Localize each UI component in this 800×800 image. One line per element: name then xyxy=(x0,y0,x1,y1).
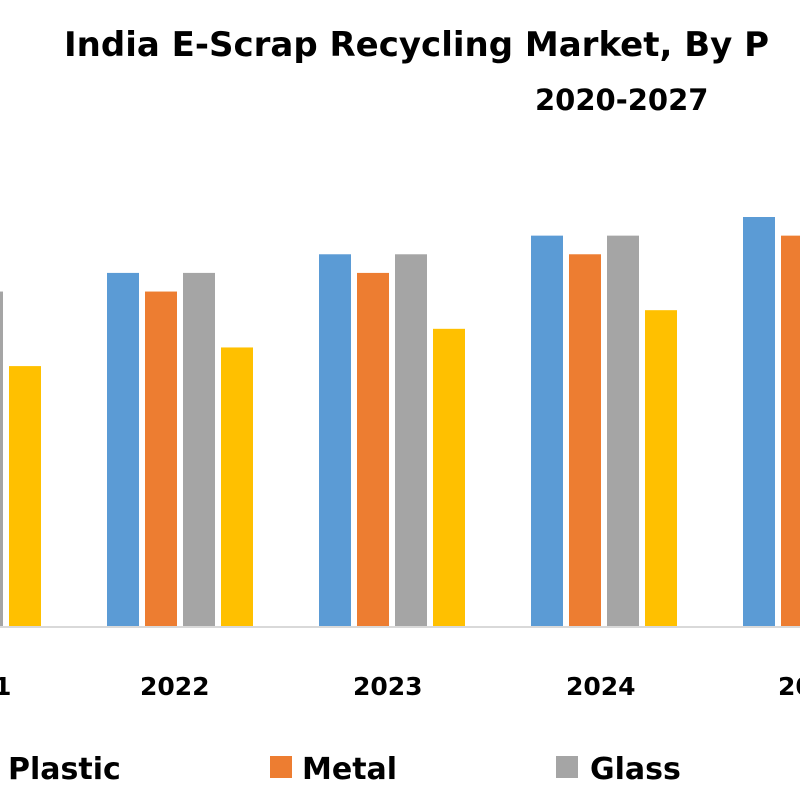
x-tick-label-2021: 1 xyxy=(0,672,11,701)
bar-glass-2021 xyxy=(0,291,3,627)
bar-plastic-2023 xyxy=(319,254,351,628)
x-tick-label-2023: 2023 xyxy=(353,672,423,701)
x-tick-label-2024: 2024 xyxy=(566,672,636,701)
x-tick-label-2025: 20 xyxy=(778,672,800,701)
legend: Plastic Metal Glass xyxy=(8,752,681,787)
bar-metal-2022 xyxy=(145,291,177,627)
bar-metal-2023 xyxy=(357,272,389,627)
bar-glass-2022 xyxy=(183,272,215,627)
bar-glass-2023 xyxy=(395,254,427,628)
x-tick-label-2022: 2022 xyxy=(140,672,210,701)
bar-metal-2024 xyxy=(569,254,601,628)
legend-marker-glass xyxy=(556,756,578,778)
plot-area xyxy=(0,217,800,628)
bar-plastic-2024 xyxy=(531,235,563,628)
bar-e-scrap-2022 xyxy=(221,347,253,627)
bar-plastic-2022 xyxy=(107,272,139,627)
bar-glass-2024 xyxy=(607,235,639,628)
bar-metal-2025 xyxy=(781,235,800,628)
x-axis-tick-labels: 1 2022 2023 2024 20 xyxy=(0,672,800,701)
legend-label-glass: Glass xyxy=(590,752,681,787)
bar-e-scrap-2024 xyxy=(645,310,677,627)
chart-subtitle: 2020-2027 xyxy=(535,83,708,117)
bar-plastic-2025 xyxy=(743,217,775,627)
legend-marker-metal xyxy=(270,756,292,778)
legend-label-plastic: Plastic xyxy=(8,752,121,787)
legend-label-metal: Metal xyxy=(302,752,397,787)
bar-e-scrap-2021 xyxy=(9,366,41,627)
bar-e-scrap-2023 xyxy=(433,328,465,627)
chart-title: India E-Scrap Recycling Market, By P xyxy=(64,25,769,65)
